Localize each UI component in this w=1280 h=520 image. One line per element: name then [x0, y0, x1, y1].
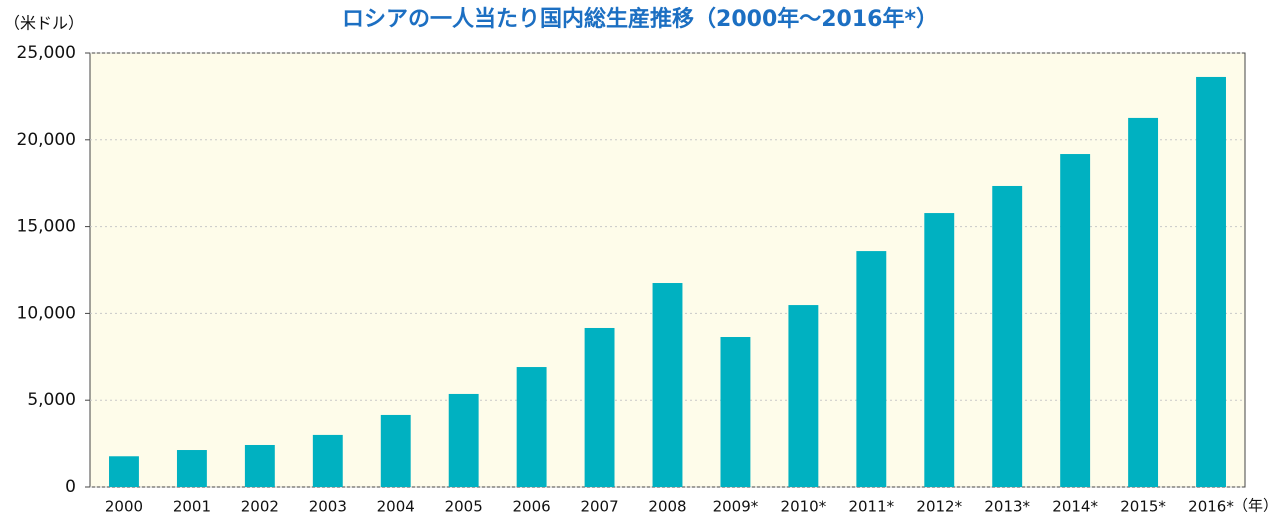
x-tick-label: 2007: [580, 498, 618, 516]
bar: [1128, 117, 1159, 488]
x-tick-label: 2000: [105, 498, 143, 516]
bar: [176, 450, 207, 487]
y-tick-label: 25,000: [17, 43, 76, 63]
bar: [1060, 154, 1091, 487]
bar: [924, 213, 955, 487]
x-tick-label: 2001: [173, 498, 211, 516]
x-tick-label: 2008: [648, 498, 686, 516]
bar: [109, 456, 139, 487]
x-tick-label: 2011*: [848, 498, 894, 516]
x-tick-label: 2012*: [916, 498, 962, 516]
x-tick-label: 2003: [309, 498, 347, 516]
y-tick-label: 5,000: [27, 390, 76, 410]
bar: [788, 305, 819, 487]
bar: [516, 367, 547, 487]
x-axis-label: （年）: [1233, 497, 1278, 515]
bar: [312, 434, 343, 487]
bar: [448, 393, 479, 487]
y-tick-label: 15,000: [17, 217, 76, 237]
x-tick-label: 2010*: [781, 498, 827, 516]
x-tick-label: 2009*: [713, 498, 759, 516]
bar: [584, 327, 615, 487]
bar: [1196, 76, 1226, 488]
x-tick-label: 2015*: [1120, 498, 1166, 516]
x-tick-label: 2002: [241, 498, 279, 516]
x-tick-label: 2013*: [984, 498, 1030, 516]
x-tick-label: 2014*: [1052, 498, 1098, 516]
x-tick-label: 2006: [513, 498, 551, 516]
x-tick-label: 2005: [445, 498, 483, 516]
bar: [380, 414, 411, 487]
bar: [856, 251, 887, 487]
y-axis-label: （米ドル）: [4, 14, 84, 33]
y-tick-label: 20,000: [17, 130, 76, 150]
bar: [652, 283, 683, 487]
x-tick-label: 2016*: [1188, 498, 1234, 516]
bar: [244, 444, 275, 487]
x-tick-label: 2004: [377, 498, 415, 516]
bar: [720, 337, 751, 487]
chart-title: ロシアの一人当たり国内総生産推移（2000年〜2016年*）: [342, 6, 938, 32]
y-tick-label: 10,000: [17, 303, 76, 323]
bar: [992, 185, 1023, 487]
y-tick-label: 0: [65, 477, 76, 497]
